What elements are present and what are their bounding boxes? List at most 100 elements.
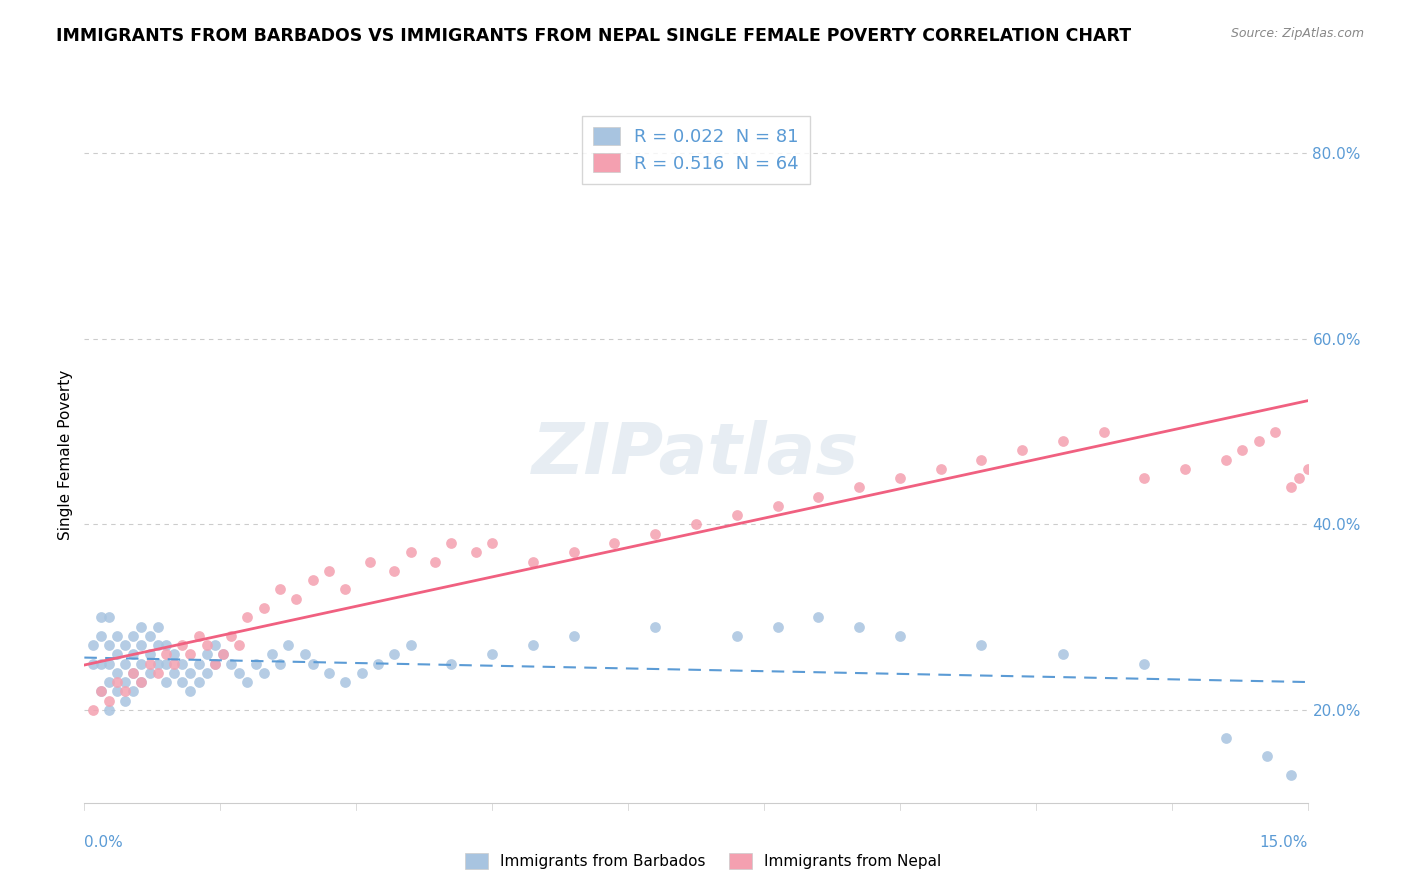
Point: [807, 490, 830, 504]
Point: [253, 601, 276, 615]
Point: [350, 665, 373, 680]
Point: [294, 648, 316, 662]
Point: [335, 582, 357, 597]
Point: [105, 684, 128, 698]
Point: [889, 629, 911, 643]
Point: [114, 684, 136, 698]
Point: [146, 638, 169, 652]
Point: [97, 638, 120, 652]
Point: [1215, 731, 1237, 745]
Point: [1313, 471, 1336, 485]
Point: [644, 526, 666, 541]
Point: [163, 657, 186, 671]
Point: [114, 675, 136, 690]
Point: [1288, 471, 1310, 485]
Point: [644, 619, 666, 633]
Point: [481, 648, 503, 662]
Point: [179, 648, 201, 662]
Text: ZIPatlas: ZIPatlas: [533, 420, 859, 490]
Point: [97, 610, 120, 624]
Point: [1092, 425, 1115, 439]
Point: [301, 573, 323, 587]
Point: [105, 648, 128, 662]
Point: [163, 665, 186, 680]
Point: [97, 657, 120, 671]
Point: [464, 545, 486, 559]
Point: [1296, 462, 1319, 476]
Point: [146, 657, 169, 671]
Point: [138, 657, 160, 671]
Point: [97, 703, 120, 717]
Point: [90, 684, 112, 698]
Point: [131, 657, 153, 671]
Point: [90, 657, 112, 671]
Point: [253, 665, 276, 680]
Point: [146, 665, 169, 680]
Point: [97, 675, 120, 690]
Point: [187, 657, 209, 671]
Point: [187, 629, 209, 643]
Point: [97, 694, 120, 708]
Point: [122, 629, 145, 643]
Point: [301, 657, 323, 671]
Text: 0.0%: 0.0%: [84, 836, 124, 850]
Text: Source: ZipAtlas.com: Source: ZipAtlas.com: [1230, 27, 1364, 40]
Point: [172, 657, 194, 671]
Point: [138, 665, 160, 680]
Point: [269, 582, 291, 597]
Y-axis label: Single Female Poverty: Single Female Poverty: [58, 370, 73, 540]
Point: [122, 648, 145, 662]
Point: [179, 665, 201, 680]
Point: [1133, 471, 1156, 485]
Point: [146, 619, 169, 633]
Point: [1215, 452, 1237, 467]
Point: [1256, 749, 1278, 764]
Point: [1174, 462, 1197, 476]
Point: [1305, 452, 1327, 467]
Point: [204, 657, 226, 671]
Legend: R = 0.022  N = 81, R = 0.516  N = 64: R = 0.022 N = 81, R = 0.516 N = 64: [582, 116, 810, 184]
Point: [970, 638, 993, 652]
Point: [382, 648, 405, 662]
Point: [367, 657, 389, 671]
Point: [236, 675, 259, 690]
Point: [228, 638, 250, 652]
Point: [562, 545, 585, 559]
Point: [212, 648, 235, 662]
Point: [1346, 277, 1368, 291]
Point: [82, 638, 104, 652]
Point: [1329, 267, 1351, 281]
Point: [122, 665, 145, 680]
Point: [260, 648, 283, 662]
Point: [766, 619, 789, 633]
Point: [318, 564, 340, 578]
Point: [105, 629, 128, 643]
Point: [204, 638, 226, 652]
Point: [1279, 480, 1302, 494]
Point: [440, 657, 463, 671]
Point: [603, 536, 626, 550]
Point: [399, 545, 422, 559]
Point: [131, 619, 153, 633]
Point: [195, 665, 218, 680]
Point: [766, 499, 789, 513]
Point: [122, 684, 145, 698]
Point: [335, 675, 357, 690]
Point: [131, 638, 153, 652]
Point: [163, 648, 186, 662]
Point: [90, 684, 112, 698]
Point: [522, 638, 544, 652]
Point: [382, 564, 405, 578]
Point: [219, 629, 242, 643]
Point: [725, 629, 748, 643]
Point: [90, 610, 112, 624]
Point: [245, 657, 267, 671]
Point: [807, 610, 830, 624]
Point: [1011, 443, 1033, 458]
Point: [1052, 434, 1074, 448]
Point: [138, 629, 160, 643]
Point: [236, 610, 259, 624]
Point: [277, 638, 299, 652]
Point: [1247, 434, 1270, 448]
Point: [440, 536, 463, 550]
